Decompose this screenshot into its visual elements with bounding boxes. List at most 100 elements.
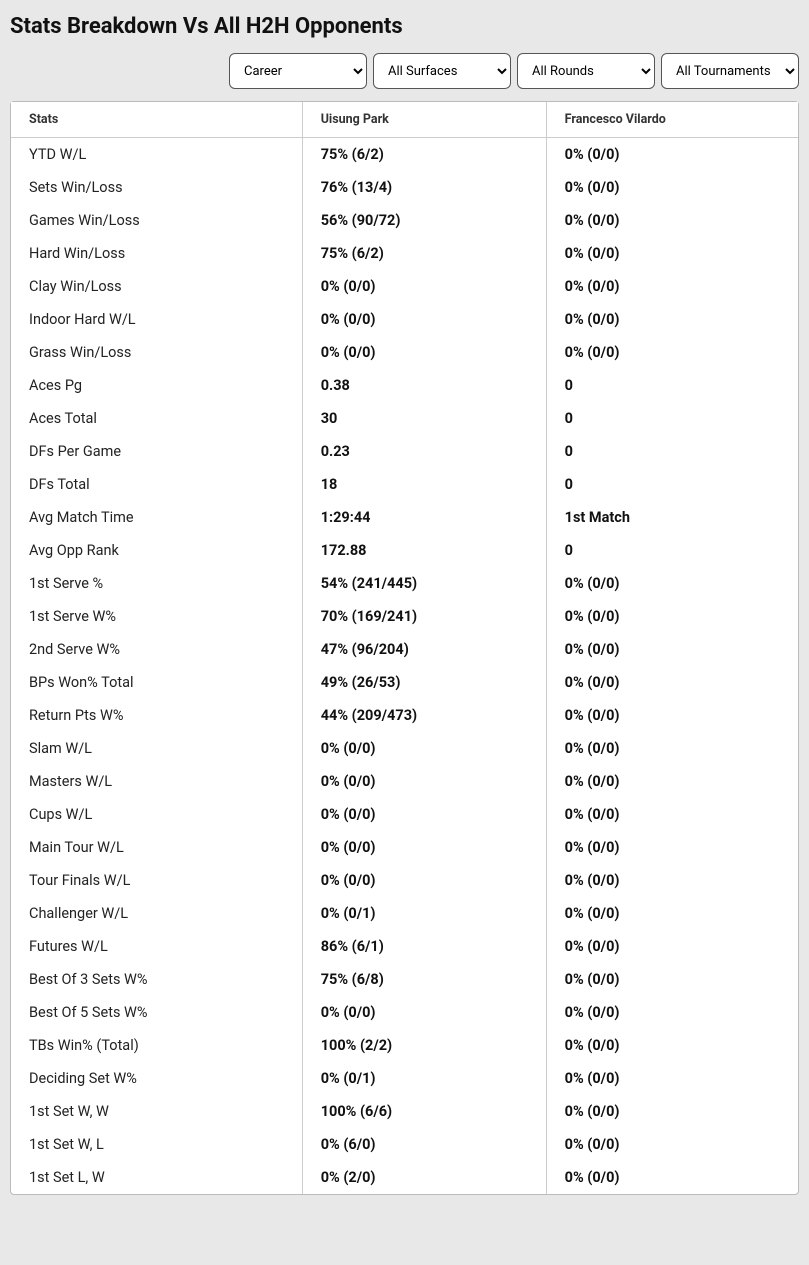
stats-table: Stats Uisung Park Francesco Vilardo YTD … — [11, 102, 798, 1194]
table-row: 1st Set L, W0% (2/0)0% (0/0) — [11, 1161, 798, 1194]
table-row: 2nd Serve W%47% (96/204)0% (0/0) — [11, 633, 798, 666]
stat-value-player1: 0% (0/0) — [302, 996, 546, 1029]
stat-value-player1: 0% (0/0) — [302, 798, 546, 831]
stat-value-player1: 47% (96/204) — [302, 633, 546, 666]
table-row: Best Of 5 Sets W%0% (0/0)0% (0/0) — [11, 996, 798, 1029]
stat-label: Return Pts W% — [11, 699, 302, 732]
tournament-select[interactable]: All Tournaments — [661, 53, 799, 89]
stat-value-player2: 0% (0/0) — [546, 831, 798, 864]
stat-label: Slam W/L — [11, 732, 302, 765]
table-row: Clay Win/Loss0% (0/0)0% (0/0) — [11, 270, 798, 303]
stat-value-player1: 0% (0/1) — [302, 1062, 546, 1095]
table-row: Main Tour W/L0% (0/0)0% (0/0) — [11, 831, 798, 864]
col-header-player1: Uisung Park — [302, 102, 546, 138]
stat-label: 2nd Serve W% — [11, 633, 302, 666]
table-row: DFs Per Game0.230 — [11, 435, 798, 468]
stat-label: Clay Win/Loss — [11, 270, 302, 303]
table-row: 1st Set W, W100% (6/6)0% (0/0) — [11, 1095, 798, 1128]
stat-label: Games Win/Loss — [11, 204, 302, 237]
stat-label: Best Of 5 Sets W% — [11, 996, 302, 1029]
stat-value-player2: 0% (0/0) — [546, 1029, 798, 1062]
stat-value-player2: 0% (0/0) — [546, 798, 798, 831]
stat-value-player2: 0% (0/0) — [546, 963, 798, 996]
stat-value-player1: 56% (90/72) — [302, 204, 546, 237]
table-row: Avg Opp Rank172.880 — [11, 534, 798, 567]
stat-value-player2: 0 — [546, 468, 798, 501]
stat-label: TBs Win% (Total) — [11, 1029, 302, 1062]
table-row: Aces Total300 — [11, 402, 798, 435]
stat-label: 1st Serve W% — [11, 600, 302, 633]
col-header-stats: Stats — [11, 102, 302, 138]
stat-label: Best Of 3 Sets W% — [11, 963, 302, 996]
table-row: Return Pts W%44% (209/473)0% (0/0) — [11, 699, 798, 732]
table-row: YTD W/L75% (6/2)0% (0/0) — [11, 138, 798, 172]
stat-value-player1: 44% (209/473) — [302, 699, 546, 732]
stat-label: Aces Total — [11, 402, 302, 435]
stat-label: Avg Match Time — [11, 501, 302, 534]
stat-value-player2: 0% (0/0) — [546, 699, 798, 732]
stat-value-player1: 0.38 — [302, 369, 546, 402]
table-row: Sets Win/Loss76% (13/4)0% (0/0) — [11, 171, 798, 204]
stat-label: Tour Finals W/L — [11, 864, 302, 897]
page-title: Stats Breakdown Vs All H2H Opponents — [10, 14, 799, 39]
stat-value-player2: 0% (0/0) — [546, 666, 798, 699]
stat-label: 1st Set W, L — [11, 1128, 302, 1161]
stat-label: Hard Win/Loss — [11, 237, 302, 270]
stat-label: Sets Win/Loss — [11, 171, 302, 204]
table-row: Hard Win/Loss75% (6/2)0% (0/0) — [11, 237, 798, 270]
table-row: Avg Match Time1:29:441st Match — [11, 501, 798, 534]
stat-label: Cups W/L — [11, 798, 302, 831]
stat-value-player2: 0% (0/0) — [546, 237, 798, 270]
stat-value-player2: 0% (0/0) — [546, 732, 798, 765]
stat-value-player1: 75% (6/2) — [302, 138, 546, 172]
stat-label: Avg Opp Rank — [11, 534, 302, 567]
table-row: Games Win/Loss56% (90/72)0% (0/0) — [11, 204, 798, 237]
stat-value-player1: 75% (6/2) — [302, 237, 546, 270]
stat-value-player2: 0% (0/0) — [546, 1062, 798, 1095]
stat-value-player2: 0% (0/0) — [546, 1128, 798, 1161]
stat-value-player1: 1:29:44 — [302, 501, 546, 534]
stat-value-player1: 0% (0/0) — [302, 732, 546, 765]
stat-value-player2: 0% (0/0) — [546, 303, 798, 336]
stat-value-player2: 0 — [546, 369, 798, 402]
filter-bar: Career All Surfaces All Rounds All Tourn… — [10, 53, 799, 89]
table-row: 1st Serve %54% (241/445)0% (0/0) — [11, 567, 798, 600]
round-select[interactable]: All Rounds — [517, 53, 655, 89]
stat-value-player1: 0.23 — [302, 435, 546, 468]
stat-value-player1: 86% (6/1) — [302, 930, 546, 963]
table-row: Slam W/L0% (0/0)0% (0/0) — [11, 732, 798, 765]
table-row: 1st Set W, L0% (6/0)0% (0/0) — [11, 1128, 798, 1161]
stat-value-player2: 0% (0/0) — [546, 897, 798, 930]
stat-value-player1: 0% (0/0) — [302, 831, 546, 864]
stat-label: Indoor Hard W/L — [11, 303, 302, 336]
stat-value-player2: 0% (0/0) — [546, 1095, 798, 1128]
stat-label: Deciding Set W% — [11, 1062, 302, 1095]
period-select[interactable]: Career — [229, 53, 367, 89]
stat-value-player2: 0% (0/0) — [546, 996, 798, 1029]
stat-value-player1: 0% (0/0) — [302, 864, 546, 897]
stat-value-player2: 0% (0/0) — [546, 864, 798, 897]
stat-label: YTD W/L — [11, 138, 302, 172]
stat-value-player2: 0% (0/0) — [546, 138, 798, 172]
stat-value-player2: 0% (0/0) — [546, 930, 798, 963]
stat-value-player2: 0% (0/0) — [546, 270, 798, 303]
table-row: Challenger W/L0% (0/1)0% (0/0) — [11, 897, 798, 930]
table-row: BPs Won% Total49% (26/53)0% (0/0) — [11, 666, 798, 699]
stat-label: Challenger W/L — [11, 897, 302, 930]
stat-value-player1: 0% (0/0) — [302, 765, 546, 798]
stat-label: Aces Pg — [11, 369, 302, 402]
stat-value-player2: 0% (0/0) — [546, 336, 798, 369]
stat-value-player1: 49% (26/53) — [302, 666, 546, 699]
stat-value-player1: 70% (169/241) — [302, 600, 546, 633]
surface-select[interactable]: All Surfaces — [373, 53, 511, 89]
stat-value-player1: 0% (0/0) — [302, 303, 546, 336]
stat-value-player2: 0% (0/0) — [546, 765, 798, 798]
stat-value-player2: 0% (0/0) — [546, 600, 798, 633]
stat-value-player2: 0% (0/0) — [546, 204, 798, 237]
stat-value-player1: 0% (6/0) — [302, 1128, 546, 1161]
stat-value-player1: 75% (6/8) — [302, 963, 546, 996]
table-row: Tour Finals W/L0% (0/0)0% (0/0) — [11, 864, 798, 897]
stat-value-player1: 0% (2/0) — [302, 1161, 546, 1194]
stat-value-player1: 172.88 — [302, 534, 546, 567]
table-row: Cups W/L0% (0/0)0% (0/0) — [11, 798, 798, 831]
